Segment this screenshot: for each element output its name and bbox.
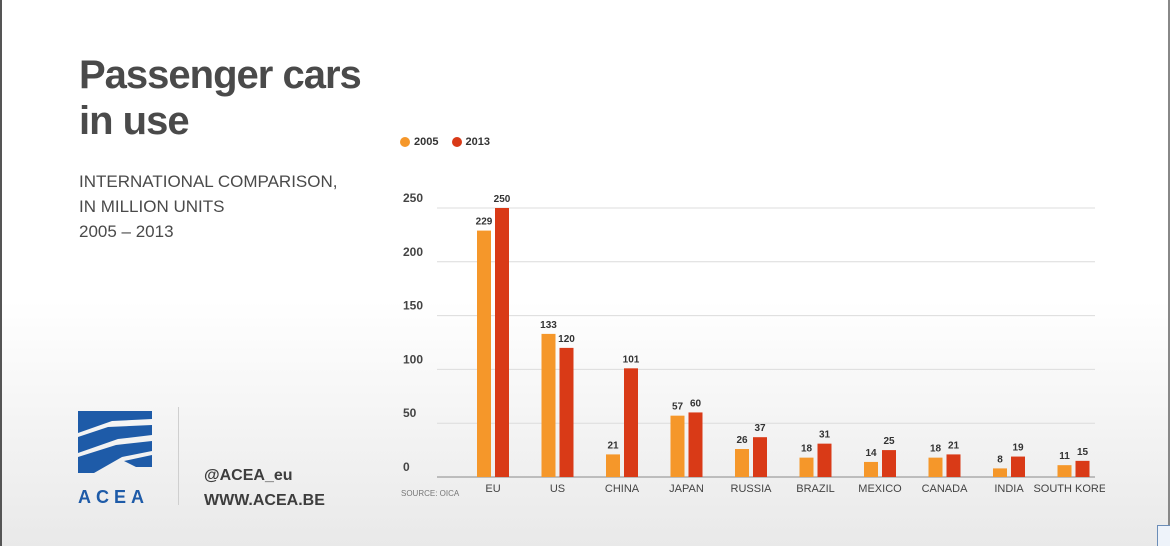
bar-south-korea-2005 (1057, 465, 1072, 477)
data-label-us-2013: 120 (558, 334, 575, 345)
data-label-canada-2005: 18 (930, 444, 942, 455)
corner-button[interactable] (1157, 525, 1170, 546)
data-label-south-korea-2005: 11 (1059, 451, 1070, 462)
y-tick-label-150: 150 (403, 299, 423, 313)
x-tick-label-us: US (550, 483, 565, 495)
x-tick-label-india: INDIA (994, 483, 1024, 495)
title-line-2: in use (79, 99, 190, 143)
subtitle-line-2: IN MILLION UNITS (79, 197, 225, 216)
y-tick-label-200: 200 (403, 245, 423, 259)
x-tick-label-brazil: BRAZIL (796, 483, 835, 495)
bar-mexico-2005 (864, 461, 878, 477)
bar-us-2013 (559, 347, 574, 477)
bar-russia-2013 (753, 437, 767, 477)
data-label-canada-2013: 21 (948, 440, 960, 451)
data-label-india-2013: 19 (1012, 443, 1024, 454)
bar-brazil-2013 (817, 443, 832, 477)
subtitle: INTERNATIONAL COMPARISON, IN MILLION UNI… (79, 169, 379, 244)
data-label-india-2005: 8 (997, 454, 1003, 465)
x-tick-label-russia: RUSSIA (731, 483, 773, 495)
data-label-eu-2013: 250 (494, 194, 511, 205)
bar-eu-2005 (477, 230, 491, 477)
data-label-brazil-2013: 31 (819, 430, 831, 441)
data-label-china-2013: 101 (623, 354, 640, 365)
x-tick-label-eu: EU (485, 483, 500, 495)
y-tick-label-100: 100 (403, 352, 423, 366)
y-tick-label-0: 0 (403, 460, 410, 474)
data-label-south-korea-2013: 15 (1077, 447, 1089, 458)
legend-label-2005: 2005 (414, 136, 439, 148)
data-label-us-2005: 133 (540, 320, 557, 331)
bar-japan-2005 (670, 415, 685, 477)
y-tick-label-250: 250 (403, 191, 423, 205)
subtitle-line-1: INTERNATIONAL COMPARISON, (79, 172, 338, 191)
bar-south-korea-2013 (1075, 460, 1090, 477)
data-label-japan-2005: 57 (672, 402, 684, 413)
bar-china-2013 (624, 368, 638, 477)
website-link[interactable]: WWW.ACEA.BE (204, 492, 325, 509)
legend-label-2013: 2013 (465, 136, 491, 148)
x-tick-label-south-korea: SOUTH KOREA (1033, 483, 1105, 495)
frame-left-border (0, 0, 2, 546)
subtitle-line-3: 2005 – 2013 (79, 222, 174, 241)
y-tick-label-50: 50 (403, 406, 417, 420)
data-label-mexico-2005: 14 (865, 448, 877, 459)
page-title: Passenger cars in use (79, 52, 409, 144)
legend-item-2013: 2013 (451, 136, 491, 148)
bar-india-2013 (1011, 456, 1025, 477)
data-label-mexico-2013: 25 (883, 436, 895, 447)
data-label-china-2005: 21 (607, 440, 619, 451)
data-label-russia-2005: 26 (736, 435, 748, 446)
legend-item-2005: 2005 (400, 136, 438, 148)
bar-china-2005 (606, 454, 620, 477)
source-note: SOURCE: OICA (401, 489, 460, 498)
bar-mexico-2013 (882, 450, 896, 477)
divider (178, 407, 179, 505)
x-tick-label-canada: CANADA (922, 483, 969, 495)
x-tick-label-japan: JAPAN (669, 483, 704, 495)
bar-us-2005 (541, 333, 556, 477)
bar-canada-2005 (928, 457, 943, 477)
data-label-russia-2013: 37 (754, 423, 766, 434)
bar-india-2005 (993, 468, 1007, 477)
bar-japan-2013 (688, 412, 703, 477)
chart-legend: 2005 2013 (400, 136, 500, 150)
legend-dot-2013 (451, 137, 462, 147)
bar-brazil-2005 (799, 457, 814, 477)
bar-russia-2005 (735, 449, 749, 477)
acea-logo-icon (78, 411, 152, 473)
legend-dot-2005 (400, 137, 410, 147)
data-label-japan-2013: 60 (690, 398, 702, 409)
x-tick-label-china: CHINA (605, 483, 640, 495)
social-info: @ACEA_eu WWW.ACEA.BE (204, 463, 325, 513)
bar-canada-2013 (946, 454, 961, 477)
data-label-brazil-2005: 18 (801, 444, 813, 455)
x-tick-label-mexico: MEXICO (858, 483, 902, 495)
title-line-1: Passenger cars (79, 53, 362, 97)
bar-eu-2013 (495, 208, 509, 477)
data-label-eu-2005: 229 (476, 217, 493, 228)
twitter-handle[interactable]: @ACEA_eu (204, 467, 293, 484)
logo-text: ACEA (78, 487, 150, 507)
frame-right-border (1168, 0, 1170, 546)
